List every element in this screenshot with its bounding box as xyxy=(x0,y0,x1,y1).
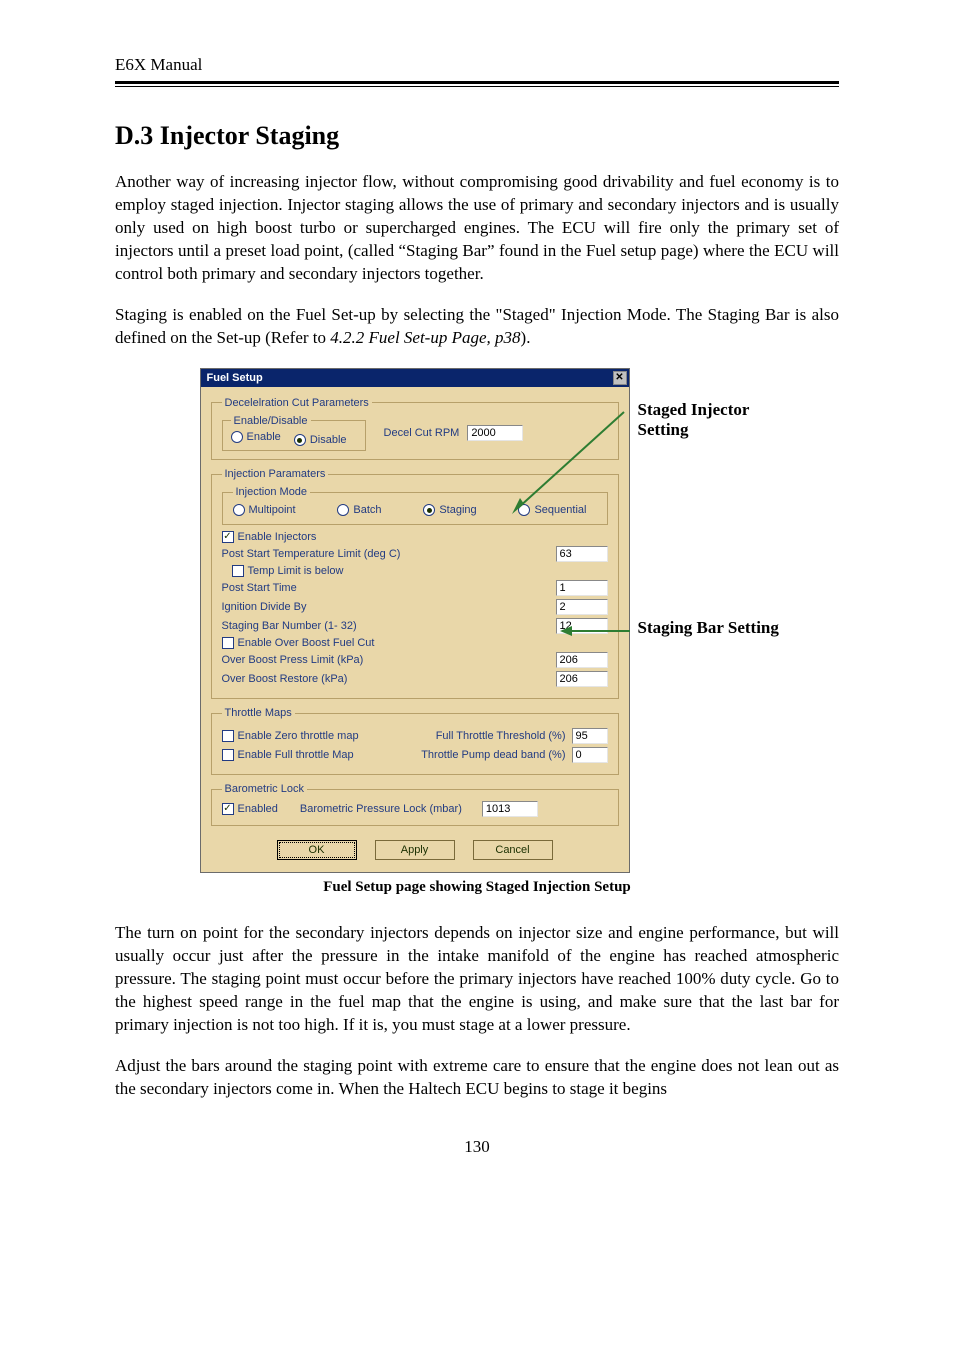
mode-multipoint-label: Multipoint xyxy=(249,504,296,516)
barometric-enabled-label: Enabled xyxy=(238,803,278,815)
full-thresh-label: Full Throttle Threshold (%) xyxy=(369,730,566,742)
enable-disable-legend: Enable/Disable xyxy=(231,415,311,427)
dialog-titlebar: Fuel Setup ✕ xyxy=(201,369,629,387)
ok-button[interactable]: OK xyxy=(277,840,357,860)
mode-multipoint-radio[interactable]: Multipoint xyxy=(233,504,296,516)
after-paragraph-2: Adjust the bars around the staging point… xyxy=(115,1055,839,1101)
barometric-enabled-check[interactable]: Enabled xyxy=(222,803,278,815)
over-boost-label: Enable Over Boost Fuel Cut xyxy=(238,637,375,649)
figure-block: Fuel Setup ✕ Decelelration Cut Parameter… xyxy=(115,368,839,874)
page-number: 130 xyxy=(115,1137,839,1157)
decel-enable-radio[interactable]: Enable xyxy=(231,431,281,443)
decel-disable-radio[interactable]: Disable xyxy=(294,434,347,446)
decel-enable-label: Enable xyxy=(247,431,281,443)
full-throttle-label: Enable Full throttle Map xyxy=(238,749,354,761)
enable-disable-groupbox: Enable/Disable Enable Disable xyxy=(222,415,366,452)
decel-groupbox: Decelelration Cut Parameters Enable/Disa… xyxy=(211,397,619,461)
injection-groupbox: Injection Paramaters Injection Mode Mult… xyxy=(211,468,619,699)
header-rule-thin xyxy=(115,86,839,87)
dialog-button-row: OK Apply Cancel xyxy=(211,834,619,862)
over-boost-press-label: Over Boost Press Limit (kPa) xyxy=(222,654,556,666)
intro-paragraph: Another way of increasing injector flow,… xyxy=(115,171,839,286)
full-thresh-input[interactable] xyxy=(572,728,608,744)
temp-limit-label: Temp Limit is below xyxy=(248,565,344,577)
over-boost-restore-input[interactable] xyxy=(556,671,608,687)
mode-sequential-radio[interactable]: Sequential xyxy=(518,504,586,516)
throttle-groupbox: Throttle Maps Enable Zero throttle map F… xyxy=(211,707,619,775)
barometric-groupbox: Barometric Lock Enabled Barometric Press… xyxy=(211,783,619,826)
throttle-legend: Throttle Maps xyxy=(222,707,295,719)
over-boost-press-input[interactable] xyxy=(556,652,608,668)
staging-bar-label: Staging Bar Number (1- 32) xyxy=(222,620,556,632)
enable-paragraph: Staging is enabled on the Fuel Set-up by… xyxy=(115,304,839,350)
mode-batch-label: Batch xyxy=(353,504,381,516)
dead-band-label: Throttle Pump dead band (%) xyxy=(364,749,566,761)
zero-throttle-check[interactable]: Enable Zero throttle map xyxy=(222,730,359,742)
barometric-press-input[interactable] xyxy=(482,801,538,817)
injection-mode-groupbox: Injection Mode Multipoint Batch Staging … xyxy=(222,486,608,525)
mode-batch-radio[interactable]: Batch xyxy=(337,504,381,516)
after-paragraph-1: The turn on point for the secondary inje… xyxy=(115,922,839,1037)
apply-button[interactable]: Apply xyxy=(375,840,455,860)
full-throttle-check[interactable]: Enable Full throttle Map xyxy=(222,749,354,761)
injection-mode-legend: Injection Mode xyxy=(233,486,311,498)
section-title: D.3 Injector Staging xyxy=(115,121,839,151)
dialog-title: Fuel Setup xyxy=(207,372,263,384)
injection-legend: Injection Paramaters xyxy=(222,468,329,480)
staging-bar-callout: Staging Bar Setting xyxy=(638,618,798,638)
header-title: E6X Manual xyxy=(115,55,839,75)
decel-legend: Decelelration Cut Parameters xyxy=(222,397,372,409)
dead-band-input[interactable] xyxy=(572,747,608,763)
mode-staging-radio[interactable]: Staging xyxy=(423,504,476,516)
header-rule-thick xyxy=(115,81,839,84)
figure-caption: Fuel Setup page showing Staged Injection… xyxy=(115,879,839,896)
mode-staging-label: Staging xyxy=(439,504,476,516)
post-start-temp-label: Post Start Temperature Limit (deg C) xyxy=(222,548,556,560)
post-start-time-label: Post Start Time xyxy=(222,582,556,594)
temp-limit-check[interactable]: Temp Limit is below xyxy=(232,565,344,577)
enable-suffix: ). xyxy=(521,328,531,347)
mode-sequential-label: Sequential xyxy=(534,504,586,516)
staged-injector-callout: Staged Injector Setting xyxy=(638,400,798,441)
over-boost-check[interactable]: Enable Over Boost Fuel Cut xyxy=(222,637,375,649)
ignition-divide-label: Ignition Divide By xyxy=(222,601,556,613)
decel-rpm-label: Decel Cut RPM xyxy=(384,427,460,439)
ignition-divide-input[interactable] xyxy=(556,599,608,615)
zero-throttle-label: Enable Zero throttle map xyxy=(238,730,359,742)
over-boost-restore-label: Over Boost Restore (kPa) xyxy=(222,673,556,685)
enable-injectors-label: Enable Injectors xyxy=(238,531,317,543)
barometric-legend: Barometric Lock xyxy=(222,783,307,795)
post-start-time-input[interactable] xyxy=(556,580,608,596)
fuel-setup-dialog: Fuel Setup ✕ Decelelration Cut Parameter… xyxy=(200,368,630,874)
cancel-button[interactable]: Cancel xyxy=(473,840,553,860)
barometric-press-label: Barometric Pressure Lock (mbar) xyxy=(300,803,462,815)
post-start-temp-input[interactable] xyxy=(556,546,608,562)
decel-disable-label: Disable xyxy=(310,434,347,446)
staging-bar-input[interactable] xyxy=(556,618,608,634)
enable-injectors-check[interactable]: Enable Injectors xyxy=(222,531,317,543)
decel-rpm-input[interactable] xyxy=(467,425,523,441)
enable-italic-ref: 4.2.2 Fuel Set-up Page, p38 xyxy=(330,328,520,347)
close-button[interactable]: ✕ xyxy=(613,371,627,385)
